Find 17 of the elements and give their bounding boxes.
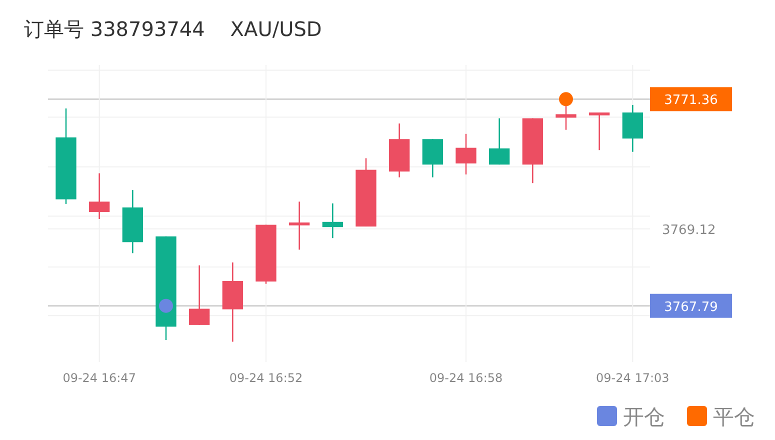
y-tick-label: 3767.79 xyxy=(664,300,718,315)
x-tick-label: 09-24 16:47 xyxy=(62,371,136,385)
x-tick-label: 09-24 16:58 xyxy=(429,371,503,385)
legend-label: 平仓 xyxy=(713,405,755,429)
candlestick xyxy=(489,118,510,166)
candlestick xyxy=(89,172,110,220)
candlestick xyxy=(456,133,476,176)
chart-title: 订单号 338793744 XAU/USD xyxy=(24,17,322,41)
candlestick xyxy=(189,264,210,326)
x-tick-label: 09-24 16:52 xyxy=(229,371,303,385)
candlestick xyxy=(289,200,310,250)
x-tick-label: 09-24 17:03 xyxy=(596,371,670,385)
candlestick xyxy=(322,202,343,239)
candlestick xyxy=(589,112,610,151)
y-tick-label: 3769.12 xyxy=(662,222,716,238)
legend-label: 开仓 xyxy=(623,405,665,429)
y-tick-label: 3771.36 xyxy=(664,93,718,108)
